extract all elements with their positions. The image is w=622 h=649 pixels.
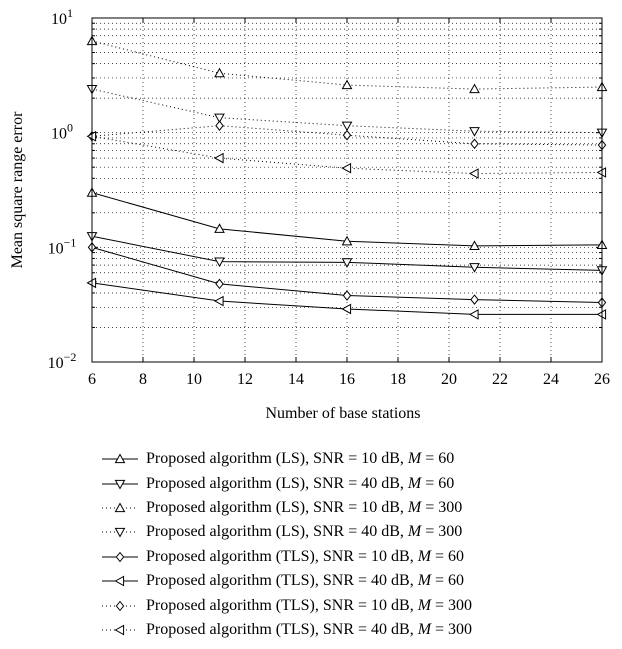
- x-tick-label: 22: [492, 371, 508, 388]
- data-point: [470, 294, 479, 305]
- legend-marker: [114, 453, 126, 464]
- y-tick-label: 101: [51, 6, 73, 28]
- data-point: [468, 168, 479, 179]
- x-tick-label: 16: [339, 371, 355, 388]
- legend-label: Proposed algorithm (LS), SNR = 40 dB, M …: [146, 523, 463, 541]
- y-tick-label: 10−1: [48, 235, 77, 257]
- legend-label: Proposed algorithm (LS), SNR = 40 dB, M …: [146, 474, 455, 492]
- legend-marker: [114, 624, 125, 636]
- legend-item: Proposed algorithm (TLS), SNR = 10 dB, M…: [100, 593, 600, 617]
- legend-item: Proposed algorithm (LS), SNR = 10 dB, M …: [100, 447, 600, 471]
- data-point: [214, 67, 225, 78]
- legend-marker: [114, 502, 126, 513]
- x-tick-label: 20: [441, 371, 457, 388]
- data-point: [341, 162, 352, 174]
- legend-item: Proposed algorithm (TLS), SNR = 40 dB, M…: [100, 618, 600, 642]
- data-point: [341, 258, 353, 268]
- data-point: [341, 235, 353, 246]
- data-point: [469, 240, 480, 250]
- legend-label: Proposed algorithm (TLS), SNR = 10 dB, M…: [146, 547, 465, 565]
- legend-symbol: [102, 502, 138, 513]
- legend-symbol: [102, 575, 138, 587]
- data-point: [469, 83, 480, 94]
- series-line: [91, 88, 603, 134]
- data-point: [342, 290, 352, 301]
- legend-label: Proposed algorithm (TLS), SNR = 40 dB, M…: [146, 572, 465, 590]
- data-point: [341, 79, 353, 90]
- data-point: [213, 295, 224, 307]
- legend-item: Proposed algorithm (TLS), SNR = 10 dB, M…: [100, 545, 600, 569]
- legend-label: Proposed algorithm (LS), SNR = 10 dB, M …: [146, 450, 455, 468]
- legend-symbol: [102, 528, 138, 538]
- legend: Proposed algorithm (LS), SNR = 10 dB, M …: [100, 447, 600, 642]
- legend-item: Proposed algorithm (LS), SNR = 40 dB, M …: [100, 520, 600, 544]
- legend-label: Proposed algorithm (LS), SNR = 10 dB, M …: [146, 498, 463, 516]
- legend-symbol: [102, 551, 138, 563]
- legend-item: Proposed algorithm (TLS), SNR = 40 dB, M…: [100, 569, 600, 593]
- y-tick-label: 10−2: [48, 350, 77, 372]
- x-tick-label: 24: [543, 371, 559, 388]
- grid: [92, 18, 602, 362]
- data-point: [214, 113, 225, 124]
- data-point: [214, 257, 225, 268]
- legend-marker: [114, 528, 126, 538]
- legend-marker: [114, 575, 125, 587]
- legend-marker: [115, 600, 125, 611]
- series-3: [86, 35, 608, 94]
- x-tick-label: 18: [390, 371, 406, 388]
- y-tick-label: 100: [51, 121, 73, 143]
- x-tick-label: 14: [288, 371, 304, 388]
- data-point: [213, 152, 224, 164]
- x-tick-label: 12: [237, 371, 253, 388]
- legend-symbol: [102, 479, 138, 490]
- data-point: [215, 120, 224, 132]
- plot-frame: [91, 17, 603, 363]
- data-point: [341, 121, 353, 132]
- data-point: [468, 309, 479, 320]
- data-point: [342, 129, 352, 141]
- data-point: [470, 138, 479, 150]
- series-4: [86, 84, 608, 139]
- legend-symbol: [102, 600, 138, 611]
- legend-symbol: [102, 453, 138, 464]
- tick-labels: 6 8 10 12 14 16 18 20 22 24 26 101 100 10−1 10−2: [48, 6, 610, 388]
- x-tick-label: 8: [139, 371, 147, 388]
- x-tick-label: 10: [186, 371, 202, 388]
- legend-item: Proposed algorithm (LS), SNR = 10 dB, M …: [100, 496, 600, 520]
- x-tick-label: 6: [88, 371, 96, 388]
- series-1: [86, 187, 608, 250]
- legend-label: Proposed algorithm (TLS), SNR = 10 dB, M…: [146, 596, 473, 614]
- data-point: [469, 127, 480, 137]
- legend-symbol: [102, 624, 138, 636]
- legend-marker: [114, 479, 126, 490]
- x-tick-label: 26: [594, 371, 610, 388]
- legend-label: Proposed algorithm (TLS), SNR = 40 dB, M…: [146, 620, 473, 638]
- data-point: [341, 303, 352, 315]
- chart: 6 8 10 12 14 16 18 20 22 24 26 101 100 10−1 10−2 Numbe…: [9, 6, 610, 422]
- data-point: [215, 278, 224, 290]
- data-point: [214, 223, 225, 233]
- legend-item: Proposed algorithm (LS), SNR = 40 dB, M …: [100, 471, 600, 495]
- y-axis-label: Mean square range error: [9, 111, 26, 268]
- data-point: [469, 263, 480, 273]
- x-axis-label: Number of base stations: [265, 405, 420, 422]
- legend-marker: [115, 551, 125, 563]
